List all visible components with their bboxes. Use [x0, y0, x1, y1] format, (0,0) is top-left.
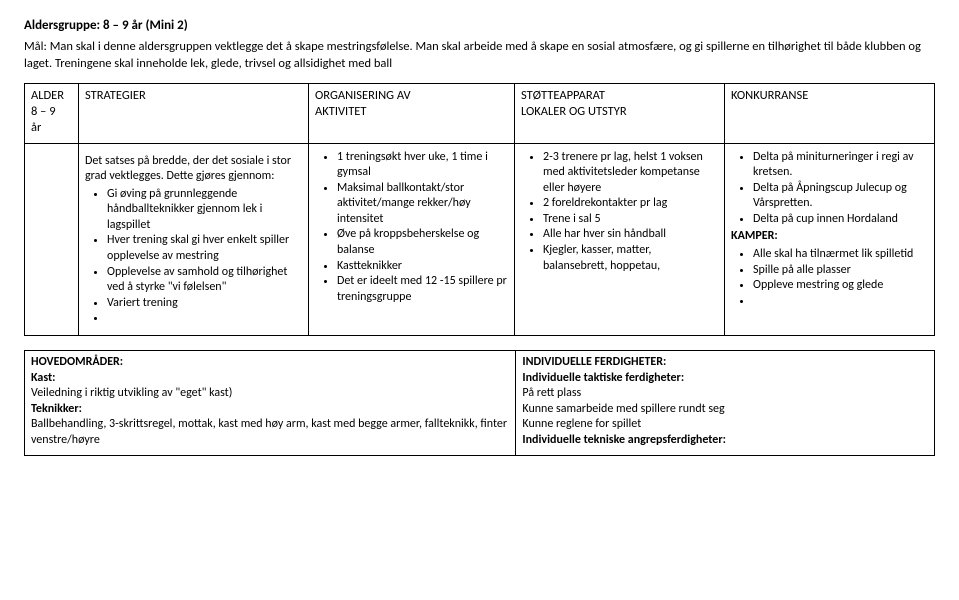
hdr-alder-l1: ALDER	[31, 88, 64, 103]
hdr-org-l1: ORGANISERING AV	[315, 88, 411, 103]
hdr-org-l2: AKTIVITET	[315, 104, 367, 119]
list-item: Maksimal ballkontakt/stor aktivitet/mang…	[337, 181, 508, 228]
cell-individuelle: INDIVIDUELLE FERDIGHETER: Individuelle t…	[516, 351, 935, 456]
list-item	[107, 311, 302, 327]
list-item	[753, 294, 928, 310]
strat-intro: Det satses på bredde, der det sosiale i …	[85, 154, 291, 184]
cell-stotteapparat: 2-3 trenere pr lag, helst 1 voksen med a…	[515, 143, 725, 336]
kast-label: Kast:	[31, 371, 509, 387]
hdr-stotte-l1: STØTTEAPPARAT	[521, 88, 605, 103]
takt-line1: På rett plass	[522, 386, 928, 402]
kast-text: Veiledning i riktig utvikling av "eget" …	[31, 386, 509, 402]
list-item: Gi øving på grunnleggende håndballteknik…	[107, 187, 302, 234]
list-item: Delta på cup innen Hordaland	[753, 212, 928, 228]
takt-line3: Kunne reglene for spillet	[522, 417, 928, 433]
list-item: Trene i sal 5	[543, 212, 718, 228]
table-row: HOVEDOMRÅDER: Kast: Veiledning i riktig …	[25, 351, 935, 456]
hdr-alder-l3: år	[31, 120, 41, 135]
list-item: Kastteknikker	[337, 259, 508, 275]
list-item: Kjegler, kasser, matter, balansebrett, h…	[543, 243, 718, 274]
teknikker-text: Ballbehandling, 3-skrittsregel, mottak, …	[31, 417, 509, 448]
list-item: 2-3 trenere pr lag, helst 1 voksen med a…	[543, 150, 718, 197]
list-item: Øve på kroppsbeherskelse og balanse	[337, 227, 508, 258]
hdr-organisering: ORGANISERING AV AKTIVITET	[309, 83, 515, 143]
cell-organisering: 1 treningsøkt hver uke, 1 time i gymsal …	[309, 143, 515, 336]
page-title: Aldersgruppe: 8 – 9 år (Mini 2)	[24, 18, 935, 33]
list-item: 2 foreldrekontakter pr lag	[543, 196, 718, 212]
ind-label: INDIVIDUELLE FERDIGHETER:	[522, 355, 928, 371]
list-item: Variert trening	[107, 296, 302, 312]
table-content-row: Det satses på bredde, der det sosiale i …	[25, 143, 935, 336]
teknikker-label: Teknikker:	[31, 402, 509, 418]
goal-text: Mål: Man skal i denne aldersgruppen vekt…	[24, 39, 935, 73]
cell-konkurranse: Delta på miniturneringer i regi av krets…	[725, 143, 935, 336]
main-table: ALDER 8 – 9 år STRATEGIER ORGANISERING A…	[24, 83, 935, 336]
list-item: Oppleve mestring og glede	[753, 278, 928, 294]
list-item: Delta på miniturneringer i regi av krets…	[753, 150, 928, 181]
takt-line2: Kunne samarbeide med spillere rundt seg	[522, 402, 928, 418]
cell-strategier: Det satses på bredde, der det sosiale i …	[79, 143, 309, 336]
table-header-row: ALDER 8 – 9 år STRATEGIER ORGANISERING A…	[25, 83, 935, 143]
hdr-konkurranse: KONKURRANSE	[725, 83, 935, 143]
list-item: Det er ideelt med 12 -15 spillere pr tre…	[337, 274, 508, 305]
tekniske-label: Individuelle tekniske angrepsferdigheter…	[522, 433, 928, 449]
kamper-label: KAMPER:	[731, 229, 778, 243]
hdr-stotte-l2: LOKALER OG UTSTYR	[521, 104, 627, 119]
hoved-label: HOVEDOMRÅDER:	[31, 355, 509, 371]
list-item: Spille på alle plasser	[753, 263, 928, 279]
list-item: Hver trening skal gi hver enkelt spiller…	[107, 233, 302, 264]
bottom-table: HOVEDOMRÅDER: Kast: Veiledning i riktig …	[24, 350, 935, 456]
list-item: Delta på Åpningscup Julecup og Vårsprett…	[753, 181, 928, 212]
list-item: Alle har hver sin håndball	[543, 227, 718, 243]
hdr-alder-l2: 8 – 9	[31, 104, 56, 119]
cell-alder-blank	[25, 143, 79, 336]
list-item: Alle skal ha tilnærmet lik spilletid	[753, 247, 928, 263]
hdr-alder: ALDER 8 – 9 år	[25, 83, 79, 143]
hdr-stotteapparat: STØTTEAPPARAT LOKALER OG UTSTYR	[515, 83, 725, 143]
hdr-strategier: STRATEGIER	[79, 83, 309, 143]
list-item: Opplevelse av samhold og tilhørighet ved…	[107, 265, 302, 296]
list-item: 1 treningsøkt hver uke, 1 time i gymsal	[337, 150, 508, 181]
cell-hovedomraader: HOVEDOMRÅDER: Kast: Veiledning i riktig …	[25, 351, 516, 456]
taktiske-label: Individuelle taktiske ferdigheter:	[522, 371, 928, 387]
